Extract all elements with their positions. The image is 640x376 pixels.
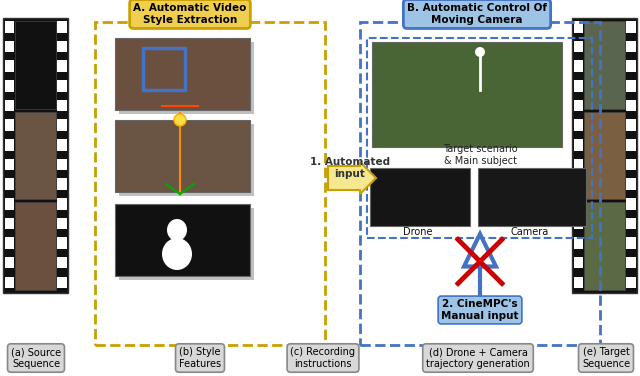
Text: Target scenario
& Main subject: Target scenario & Main subject <box>443 144 517 166</box>
Bar <box>573 257 582 268</box>
Text: Camera: Camera <box>511 227 549 237</box>
Bar <box>573 237 582 249</box>
Bar <box>573 178 582 190</box>
Bar <box>573 61 582 72</box>
Bar <box>573 80 582 92</box>
Text: B. Automatic Control Of
Moving Camera: B. Automatic Control Of Moving Camera <box>407 3 547 25</box>
Bar <box>627 139 636 151</box>
Bar <box>627 276 636 288</box>
Text: (d) Drone + Camera
trajectory generation: (d) Drone + Camera trajectory generation <box>426 347 530 369</box>
Ellipse shape <box>162 238 192 270</box>
Bar <box>627 21 636 33</box>
Bar <box>58 61 67 72</box>
Bar <box>58 41 67 52</box>
Bar <box>58 80 67 92</box>
Bar <box>4 178 13 190</box>
Bar <box>627 80 636 92</box>
Text: A. Automatic Video
Style Extraction: A. Automatic Video Style Extraction <box>133 3 246 25</box>
Circle shape <box>475 47 485 57</box>
Bar <box>627 237 636 249</box>
Bar <box>627 100 636 111</box>
Bar <box>367 38 592 238</box>
Bar <box>573 120 582 131</box>
Bar <box>58 178 67 190</box>
Bar <box>3 18 68 293</box>
Bar <box>627 41 636 52</box>
Bar <box>627 178 636 190</box>
Bar <box>4 159 13 170</box>
Bar <box>58 276 67 288</box>
Bar <box>58 198 67 209</box>
Bar <box>627 218 636 229</box>
Bar <box>584 112 625 199</box>
Bar <box>627 159 636 170</box>
Bar <box>573 159 582 170</box>
Circle shape <box>174 114 186 126</box>
Bar <box>572 18 637 293</box>
Bar <box>15 21 56 109</box>
Bar <box>370 168 470 226</box>
Text: Drone: Drone <box>403 227 433 237</box>
Text: (b) Style
Features: (b) Style Features <box>179 347 221 369</box>
Bar <box>4 257 13 268</box>
Bar <box>58 120 67 131</box>
Bar <box>573 198 582 209</box>
Bar <box>58 159 67 170</box>
Bar <box>573 100 582 111</box>
Bar <box>15 202 56 290</box>
Bar <box>627 61 636 72</box>
Bar <box>4 120 13 131</box>
Bar <box>627 120 636 131</box>
Bar <box>4 139 13 151</box>
Text: (a) Source
Sequence: (a) Source Sequence <box>11 347 61 369</box>
Bar <box>115 120 250 192</box>
Text: 2. CineMPC's
Manual input: 2. CineMPC's Manual input <box>441 299 519 321</box>
Bar <box>115 204 250 276</box>
Bar <box>58 21 67 33</box>
Bar <box>4 276 13 288</box>
Bar <box>115 38 250 110</box>
Ellipse shape <box>167 219 187 241</box>
Bar <box>4 218 13 229</box>
Bar <box>15 112 56 199</box>
Bar <box>4 61 13 72</box>
Bar <box>58 257 67 268</box>
Bar <box>573 21 582 33</box>
Bar <box>4 41 13 52</box>
Bar <box>627 257 636 268</box>
Bar <box>573 41 582 52</box>
Bar <box>119 42 254 114</box>
Bar <box>573 218 582 229</box>
Bar <box>478 168 586 226</box>
Bar <box>372 42 562 147</box>
Bar <box>360 22 600 345</box>
Bar <box>4 100 13 111</box>
Bar <box>143 48 185 90</box>
Bar <box>573 139 582 151</box>
Bar <box>119 124 254 196</box>
Bar <box>584 21 625 109</box>
Bar <box>95 22 325 345</box>
Bar <box>4 198 13 209</box>
Bar <box>4 80 13 92</box>
Text: (e) Target
Sequence: (e) Target Sequence <box>582 347 630 369</box>
Bar <box>58 100 67 111</box>
Bar <box>573 276 582 288</box>
Bar <box>4 21 13 33</box>
Bar <box>627 198 636 209</box>
Bar <box>584 202 625 290</box>
Bar <box>58 237 67 249</box>
Text: (c) Recording
instructions: (c) Recording instructions <box>291 347 355 369</box>
FancyArrow shape <box>328 162 376 194</box>
Bar <box>58 218 67 229</box>
Bar <box>4 237 13 249</box>
Text: 1. Automated
input: 1. Automated input <box>310 157 390 179</box>
Bar <box>119 208 254 280</box>
Bar <box>58 139 67 151</box>
